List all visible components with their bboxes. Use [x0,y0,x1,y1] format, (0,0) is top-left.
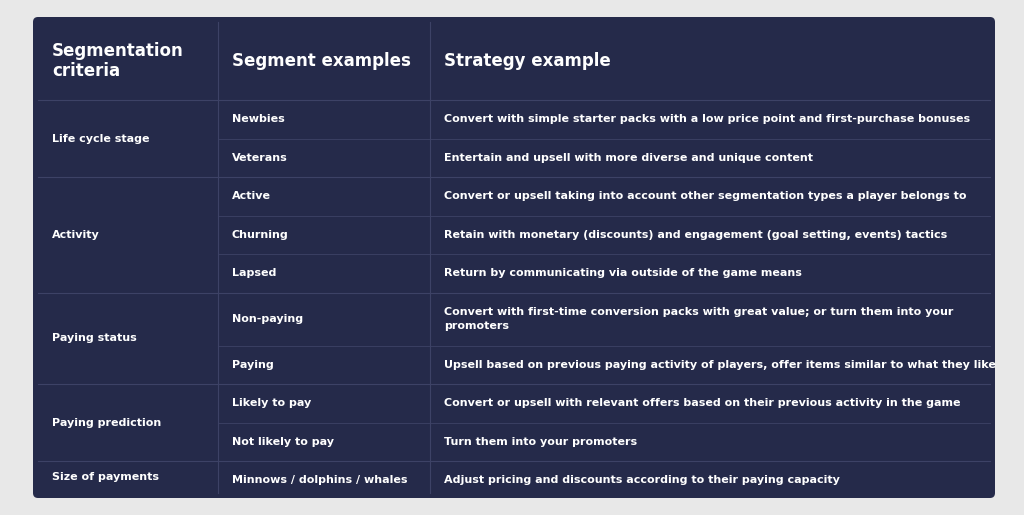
Text: Paying prediction: Paying prediction [52,418,161,427]
Text: Activity: Activity [52,230,99,240]
Text: Likely to pay: Likely to pay [232,398,311,408]
Text: Convert with simple starter packs with a low price point and first-purchase bonu: Convert with simple starter packs with a… [444,114,970,124]
Text: Non-paying: Non-paying [232,314,303,324]
Text: Convert with first-time conversion packs with great value; or turn them into you: Convert with first-time conversion packs… [444,307,953,331]
Text: Return by communicating via outside of the game means: Return by communicating via outside of t… [444,268,802,278]
Text: Convert or upsell taking into account other segmentation types a player belongs : Convert or upsell taking into account ot… [444,191,967,201]
Text: Lapsed: Lapsed [232,268,276,278]
Text: Newbies: Newbies [232,114,285,124]
Text: Life cycle stage: Life cycle stage [52,133,150,144]
Text: Turn them into your promoters: Turn them into your promoters [444,437,637,447]
Text: Strategy example: Strategy example [444,52,610,70]
Text: Entertain and upsell with more diverse and unique content: Entertain and upsell with more diverse a… [444,153,813,163]
Text: Segmentation
criteria: Segmentation criteria [52,42,183,80]
Text: Minnows / dolphins / whales: Minnows / dolphins / whales [232,475,408,485]
Text: Size of payments: Size of payments [52,472,159,482]
Text: Not likely to pay: Not likely to pay [232,437,334,447]
Text: Paying: Paying [232,360,273,370]
Text: Active: Active [232,191,271,201]
Text: Paying status: Paying status [52,333,137,344]
Text: Convert or upsell with relevant offers based on their previous activity in the g: Convert or upsell with relevant offers b… [444,398,961,408]
Text: Retain with monetary (discounts) and engagement (goal setting, events) tactics: Retain with monetary (discounts) and eng… [444,230,947,240]
Text: Churning: Churning [232,230,289,240]
Text: Segment examples: Segment examples [232,52,411,70]
Text: Upsell based on previous paying activity of players, offer items similar to what: Upsell based on previous paying activity… [444,360,996,370]
Text: Veterans: Veterans [232,153,288,163]
FancyBboxPatch shape [33,17,995,498]
Text: Adjust pricing and discounts according to their paying capacity: Adjust pricing and discounts according t… [444,475,840,485]
